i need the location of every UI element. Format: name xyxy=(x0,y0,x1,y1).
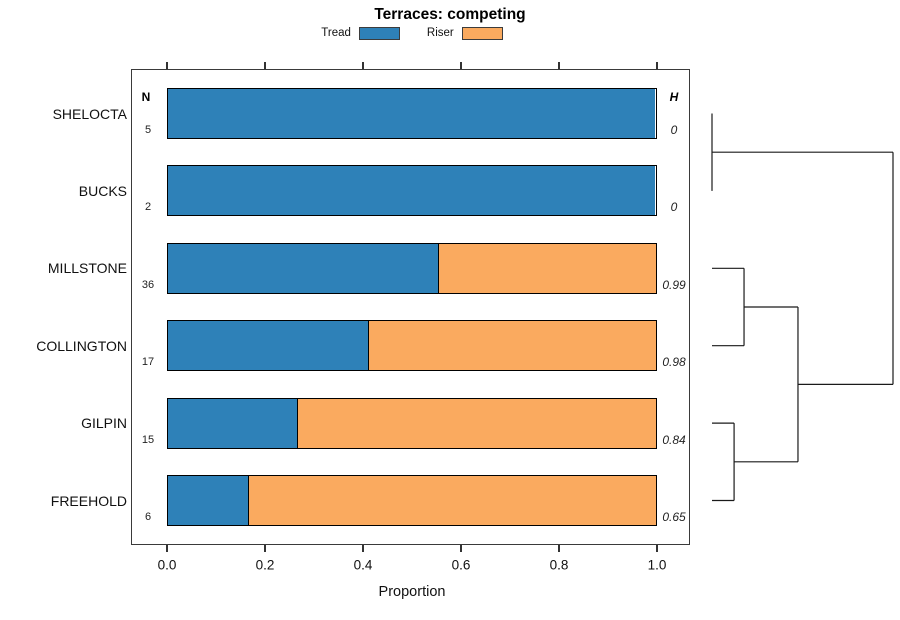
n-column-header: N xyxy=(141,90,151,104)
x-tick-label: 0.8 xyxy=(549,557,569,573)
h-value: 0.65 xyxy=(662,510,686,524)
stacked-bar xyxy=(167,165,657,217)
legend-item-tread: Tread xyxy=(321,26,400,40)
category-label: BUCKS xyxy=(78,182,127,199)
tread-segment xyxy=(168,243,439,293)
riser-segment xyxy=(297,398,656,448)
n-value: 5 xyxy=(144,124,152,136)
legend: Tread Riser xyxy=(0,25,824,41)
category-label: COLLINGTON xyxy=(36,337,127,354)
tread-segment xyxy=(168,166,655,216)
h-column-header: H xyxy=(669,90,679,104)
x-axis-label: Proportion xyxy=(378,584,446,600)
plot-area xyxy=(131,69,690,545)
x-axis-tick-top xyxy=(166,62,168,69)
chart-title: Terraces: competing xyxy=(374,6,526,23)
x-axis-tick-top xyxy=(656,62,658,69)
x-tick-label: 0.2 xyxy=(255,557,275,573)
h-value: 0.98 xyxy=(662,355,686,370)
h-value: 0 xyxy=(670,123,678,137)
x-axis-tick-top xyxy=(460,62,462,69)
tread-segment xyxy=(168,321,369,371)
x-axis-tick-bottom xyxy=(656,545,658,552)
stacked-bar xyxy=(167,242,657,294)
stacked-bar xyxy=(167,320,657,372)
x-axis-tick-top xyxy=(558,62,560,69)
x-axis-tick-bottom xyxy=(166,545,168,552)
h-value: 0.99 xyxy=(662,277,686,292)
riser-segment xyxy=(368,321,656,371)
n-value: 2 xyxy=(144,201,152,214)
legend-label-tread: Tread xyxy=(321,27,351,39)
category-label: FREEHOLD xyxy=(50,492,127,509)
category-label: MILLSTONE xyxy=(47,260,127,277)
category-label: GILPIN xyxy=(81,415,127,432)
tread-segment xyxy=(168,89,655,138)
n-value: 15 xyxy=(141,433,155,446)
legend-swatch-riser xyxy=(461,26,503,40)
tread-segment xyxy=(168,398,298,448)
riser-segment xyxy=(438,243,656,293)
category-label: SHELOCTA xyxy=(52,105,127,122)
legend-swatch-tread xyxy=(358,26,400,40)
tread-segment xyxy=(168,476,250,525)
x-tick-label: 0.0 xyxy=(157,557,177,573)
h-value: 0 xyxy=(670,200,678,215)
x-axis-tick-bottom xyxy=(264,545,266,552)
x-axis-tick-bottom xyxy=(460,545,462,552)
riser-segment xyxy=(249,476,656,525)
x-tick-label: 1.0 xyxy=(647,557,667,573)
stacked-bar xyxy=(167,88,657,139)
x-axis-tick-bottom xyxy=(362,545,364,552)
n-value: 36 xyxy=(141,278,155,291)
x-tick-label: 0.4 xyxy=(353,557,373,573)
legend-item-riser: Riser xyxy=(426,26,503,40)
x-axis-tick-top xyxy=(362,62,364,69)
x-tick-label: 0.6 xyxy=(451,557,471,573)
legend-label-riser: Riser xyxy=(426,27,454,39)
n-value: 17 xyxy=(141,356,155,369)
h-value: 0.84 xyxy=(662,432,686,447)
x-axis-tick-bottom xyxy=(558,545,560,552)
stacked-bar xyxy=(167,397,657,449)
x-axis-tick-top xyxy=(264,62,266,69)
n-value: 6 xyxy=(144,511,152,523)
stacked-bar xyxy=(167,475,657,526)
